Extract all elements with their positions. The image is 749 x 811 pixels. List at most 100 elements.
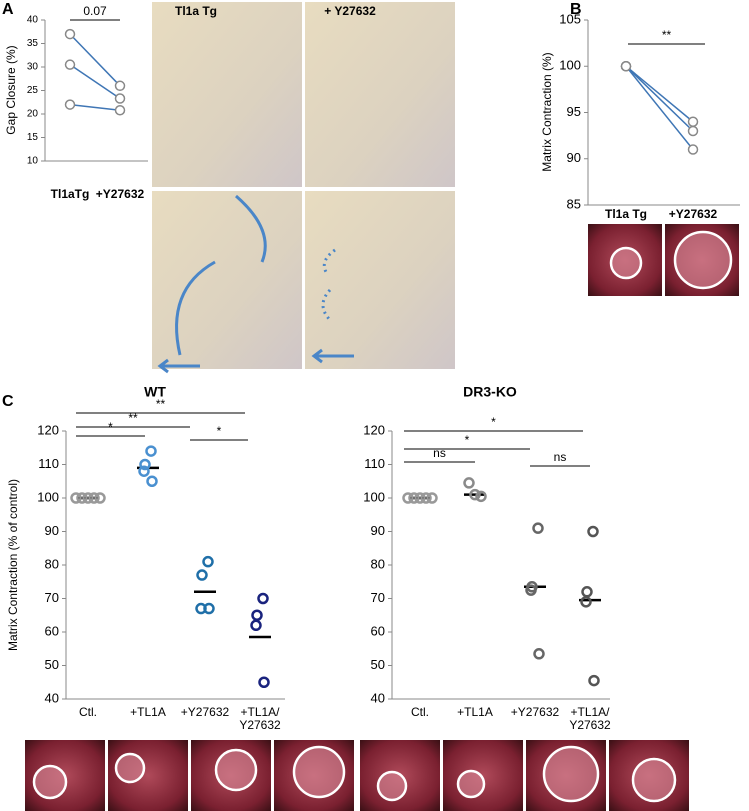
chart-title: DR3-KO xyxy=(463,384,517,400)
point xyxy=(114,104,126,116)
point xyxy=(82,492,94,504)
y-tick-label: 120 xyxy=(37,422,59,437)
edge-arc xyxy=(235,194,267,263)
point xyxy=(88,492,100,504)
y-axis-label: Matrix Contraction (%) xyxy=(540,52,554,171)
point xyxy=(469,488,481,501)
significance-label: ns xyxy=(554,450,567,464)
y-tick-label: 25 xyxy=(27,85,39,96)
y-tick-label: 40 xyxy=(371,690,385,705)
photo-header: + Y27632 xyxy=(324,4,376,18)
point xyxy=(463,477,475,489)
point xyxy=(203,602,215,615)
y-tick-label: 100 xyxy=(37,489,59,504)
gel-outline xyxy=(542,745,600,803)
pair-line xyxy=(69,64,121,100)
x-tick-label: Tl1a Tg xyxy=(604,207,647,221)
point xyxy=(114,93,126,104)
point xyxy=(146,475,158,487)
y-tick-label: 95 xyxy=(567,104,581,119)
gel-outline xyxy=(631,757,677,803)
y-tick-label: 80 xyxy=(45,556,59,571)
point xyxy=(250,619,262,632)
y-tick-label: 105 xyxy=(559,11,581,26)
panel-label: B xyxy=(570,1,582,18)
point xyxy=(251,609,263,621)
point xyxy=(580,596,592,608)
point xyxy=(532,522,544,534)
y-tick-label: 15 xyxy=(27,132,39,143)
point xyxy=(70,492,82,504)
point xyxy=(196,569,208,581)
photo xyxy=(152,191,302,369)
panel-label: C xyxy=(2,393,14,410)
y-tick-label: 80 xyxy=(371,556,385,571)
point xyxy=(420,492,432,504)
significance-label: ** xyxy=(128,411,138,425)
x-tick-label: +Y27632 xyxy=(510,705,560,719)
point xyxy=(414,492,426,504)
y-tick-label: 50 xyxy=(371,657,385,672)
significance-label: ** xyxy=(662,28,672,42)
point xyxy=(426,492,438,504)
point xyxy=(64,99,76,110)
pair-line xyxy=(69,103,121,111)
y-tick-label: 120 xyxy=(363,422,385,437)
significance-label: * xyxy=(465,433,470,447)
x-tick-label: +TL1A/ Y27632 xyxy=(569,705,611,732)
point xyxy=(64,28,76,40)
y-tick-label: 100 xyxy=(363,489,385,504)
y-tick-label: 20 xyxy=(27,109,39,120)
y-tick-label: 110 xyxy=(364,456,385,471)
y-tick-label: 40 xyxy=(45,690,59,705)
y-tick-label: 90 xyxy=(371,523,385,538)
photo xyxy=(152,2,302,187)
x-tick-label: +Y27632 xyxy=(95,187,145,201)
y-tick-label: 50 xyxy=(45,657,59,672)
point xyxy=(533,648,545,660)
x-tick-label: +TL1A xyxy=(457,705,493,719)
pair-line xyxy=(625,65,694,123)
point xyxy=(587,525,599,538)
x-tick-label: +TL1A xyxy=(130,705,166,719)
point xyxy=(620,61,632,72)
point xyxy=(525,584,537,596)
arrow xyxy=(311,348,354,364)
significance-label: ns xyxy=(433,446,446,460)
gel-outline xyxy=(32,764,68,800)
y-axis-label: Matrix Contraction (% of control) xyxy=(6,479,20,651)
y-tick-label: 40 xyxy=(27,15,39,26)
point xyxy=(687,144,699,155)
gel-outline xyxy=(456,769,486,799)
point xyxy=(588,674,600,687)
gel-outline xyxy=(114,752,146,784)
y-tick-label: 90 xyxy=(45,523,59,538)
gel-outline xyxy=(214,748,258,792)
y-tick-label: 100 xyxy=(559,58,581,73)
arrow xyxy=(157,358,200,374)
point xyxy=(257,592,269,605)
photo-header: Tl1a Tg xyxy=(175,4,217,18)
photo xyxy=(305,191,455,369)
point xyxy=(64,59,76,70)
y-tick-label: 85 xyxy=(567,196,581,211)
y-tick-label: 110 xyxy=(38,456,59,471)
point xyxy=(408,492,420,504)
significance-label: 0.07 xyxy=(83,4,107,18)
y-tick-label: 70 xyxy=(371,590,385,605)
panel-label: A xyxy=(2,1,14,18)
x-tick-label: +TL1A/ Y27632 xyxy=(239,705,281,732)
point xyxy=(687,125,699,137)
micrographs xyxy=(152,2,455,374)
edge-dots xyxy=(321,248,336,322)
point xyxy=(687,116,699,127)
edge-arc xyxy=(175,260,216,356)
photo xyxy=(305,2,455,187)
gel-outline xyxy=(376,770,408,802)
point xyxy=(581,586,593,598)
significance-label: * xyxy=(491,415,496,429)
gel-outline xyxy=(673,230,733,290)
gel-outline xyxy=(292,745,346,799)
y-tick-label: 10 xyxy=(27,156,39,167)
y-tick-label: 70 xyxy=(45,590,59,605)
